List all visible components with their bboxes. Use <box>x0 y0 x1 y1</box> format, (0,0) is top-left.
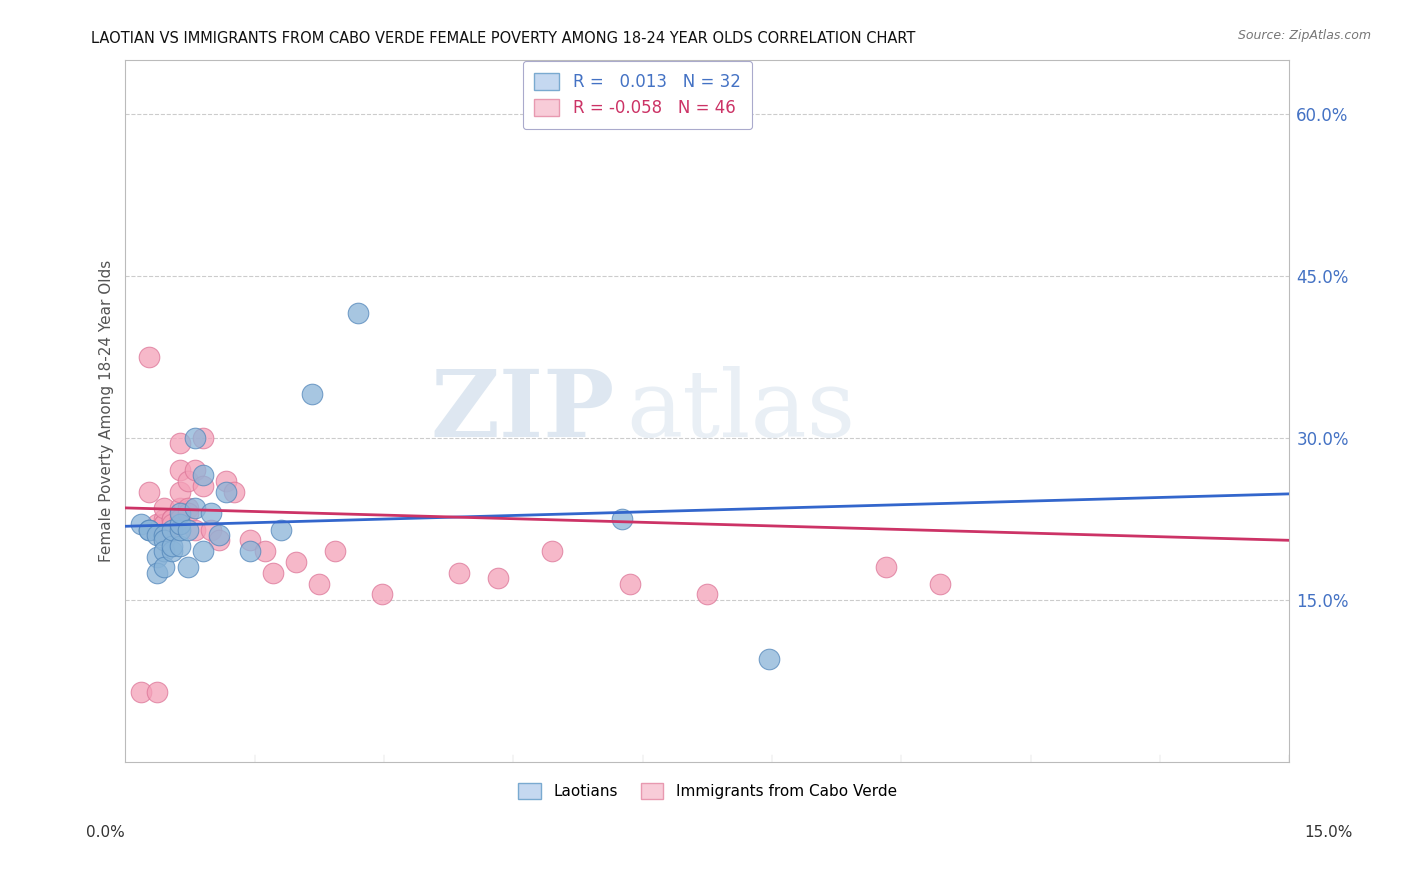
Point <box>138 523 160 537</box>
Point <box>200 523 222 537</box>
Point <box>262 566 284 580</box>
Point <box>129 517 152 532</box>
Point <box>541 544 564 558</box>
Point <box>191 544 214 558</box>
Point <box>145 523 167 537</box>
Point <box>153 500 176 515</box>
Point <box>191 431 214 445</box>
Point <box>176 500 198 515</box>
Point <box>323 544 346 558</box>
Point <box>207 528 229 542</box>
Point <box>169 517 191 532</box>
Point <box>610 512 633 526</box>
Point <box>145 566 167 580</box>
Point <box>239 544 262 558</box>
Legend: Laotians, Immigrants from Cabo Verde: Laotians, Immigrants from Cabo Verde <box>510 775 904 806</box>
Point <box>169 523 191 537</box>
Point <box>169 463 191 477</box>
Point <box>184 463 207 477</box>
Text: 0.0%: 0.0% <box>86 825 125 839</box>
Point <box>176 560 198 574</box>
Point <box>145 549 167 564</box>
Point <box>370 587 392 601</box>
Point <box>153 528 176 542</box>
Point <box>160 544 183 558</box>
Point <box>145 684 167 698</box>
Point <box>176 474 198 488</box>
Point <box>160 512 183 526</box>
Point <box>486 571 509 585</box>
Point <box>254 544 277 558</box>
Point <box>176 506 198 520</box>
Point <box>153 517 176 532</box>
Y-axis label: Female Poverty Among 18-24 Year Olds: Female Poverty Among 18-24 Year Olds <box>100 260 114 562</box>
Point <box>207 533 229 548</box>
Point <box>169 500 191 515</box>
Point <box>169 436 191 450</box>
Point <box>191 479 214 493</box>
Point <box>191 468 214 483</box>
Point <box>138 484 160 499</box>
Point <box>160 517 183 532</box>
Text: 15.0%: 15.0% <box>1305 825 1353 839</box>
Point <box>184 523 207 537</box>
Point <box>758 652 780 666</box>
Point <box>160 523 183 537</box>
Point <box>449 566 471 580</box>
Point <box>347 306 370 320</box>
Point <box>169 539 191 553</box>
Point <box>153 512 176 526</box>
Point <box>270 523 292 537</box>
Point <box>160 539 183 553</box>
Point <box>929 576 952 591</box>
Point <box>176 523 198 537</box>
Text: atlas: atlas <box>626 366 855 456</box>
Point <box>169 512 191 526</box>
Point <box>215 484 238 499</box>
Text: Source: ZipAtlas.com: Source: ZipAtlas.com <box>1237 29 1371 42</box>
Point <box>138 350 160 364</box>
Point <box>153 533 176 548</box>
Point <box>239 533 262 548</box>
Point <box>215 474 238 488</box>
Point <box>153 517 176 532</box>
Point <box>153 544 176 558</box>
Point <box>169 484 191 499</box>
Point <box>153 560 176 574</box>
Point <box>129 684 152 698</box>
Point <box>145 528 167 542</box>
Point <box>301 387 323 401</box>
Point <box>184 500 207 515</box>
Point <box>138 523 160 537</box>
Point <box>153 523 176 537</box>
Point <box>160 512 183 526</box>
Point <box>696 587 718 601</box>
Point <box>145 517 167 532</box>
Point <box>200 506 222 520</box>
Point <box>169 506 191 520</box>
Point <box>184 431 207 445</box>
Point <box>875 560 897 574</box>
Point <box>308 576 330 591</box>
Point <box>160 523 183 537</box>
Point <box>619 576 641 591</box>
Text: ZIP: ZIP <box>430 366 614 456</box>
Point <box>285 555 308 569</box>
Point <box>224 484 246 499</box>
Text: LAOTIAN VS IMMIGRANTS FROM CABO VERDE FEMALE POVERTY AMONG 18-24 YEAR OLDS CORRE: LAOTIAN VS IMMIGRANTS FROM CABO VERDE FE… <box>91 31 915 46</box>
Point <box>160 523 183 537</box>
